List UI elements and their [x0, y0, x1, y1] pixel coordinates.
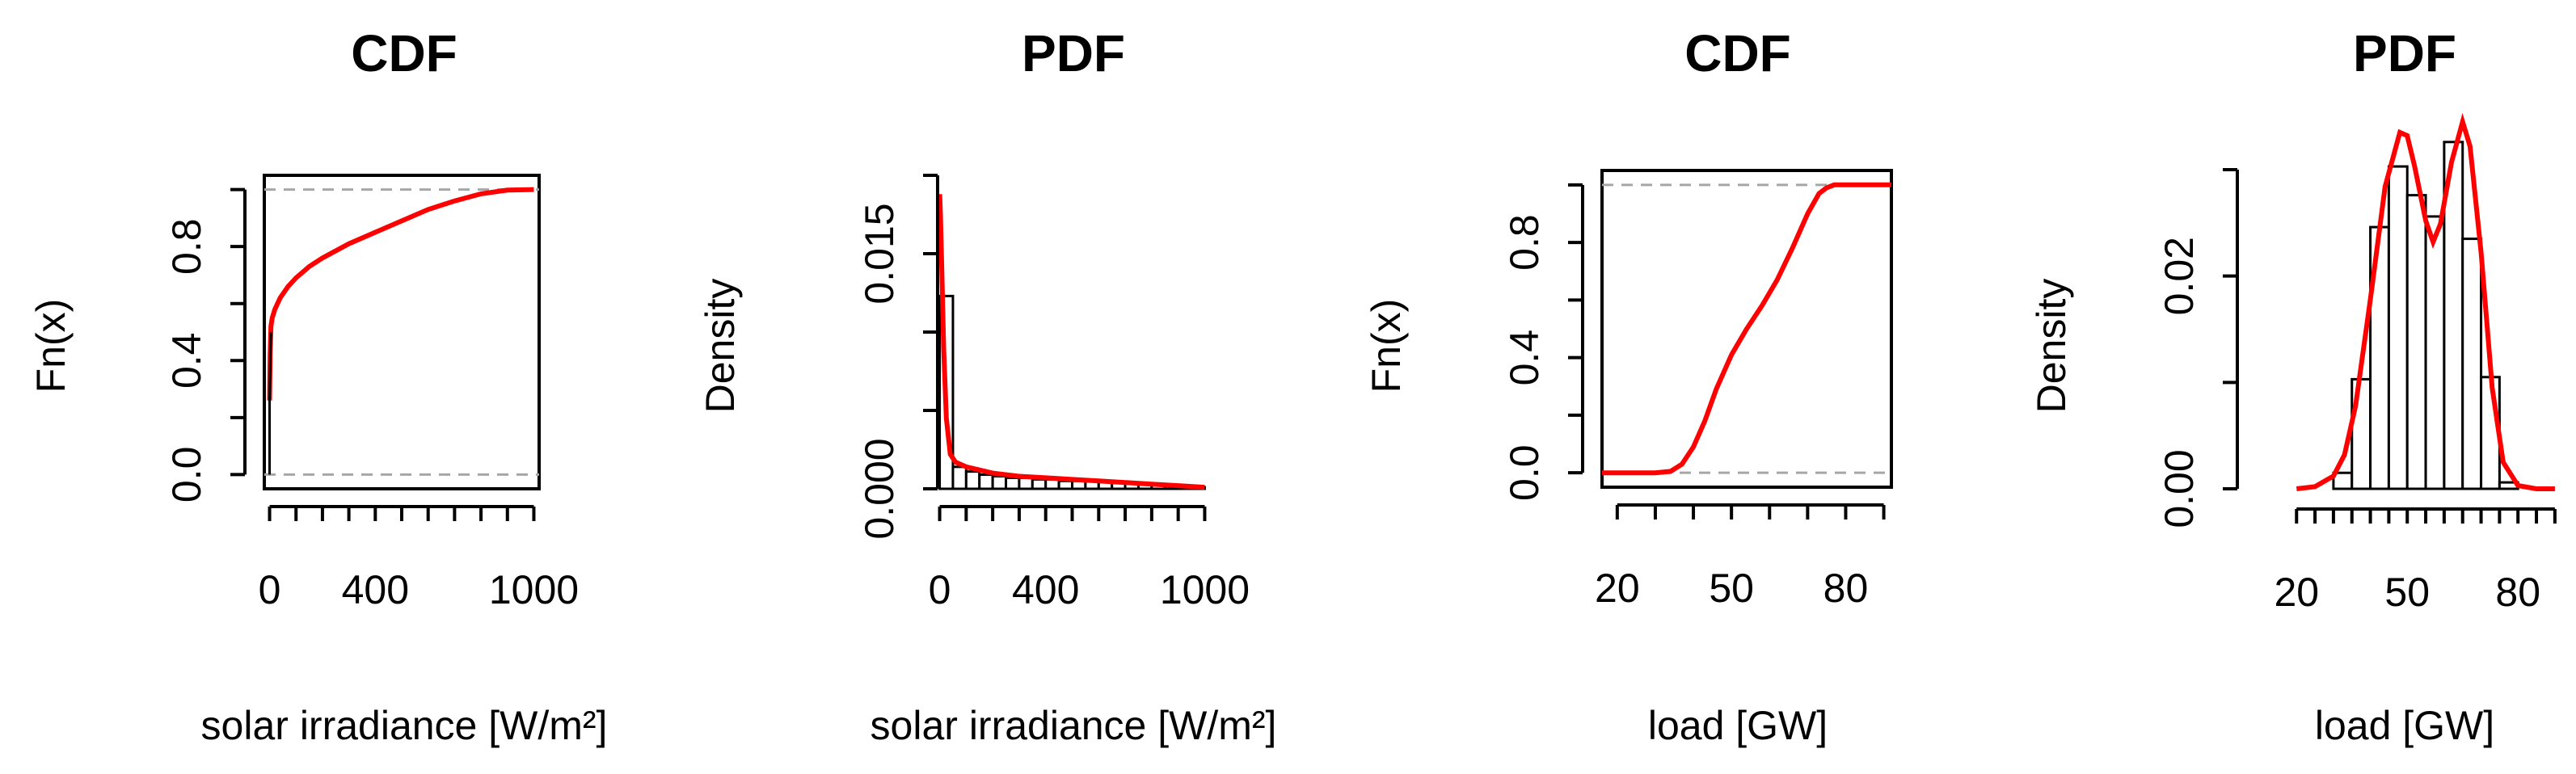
- histogram-bar: [991, 474, 1008, 490]
- y-tick-label: 0.000: [857, 438, 902, 539]
- histogram-bar: [1018, 476, 1034, 490]
- y-tick-label: 0.02: [2157, 237, 2202, 315]
- plot-frame: [263, 174, 541, 490]
- panel-cdf-solar: CDF solar irradiance [W/m²] Fn(x) 0 400 10…: [28, 24, 607, 748]
- y-tick-label: 0.00: [2157, 449, 2202, 528]
- histogram-bar: [2461, 238, 2483, 490]
- x-tick-label: 1000: [489, 567, 579, 612]
- x-tick-label: 400: [342, 567, 409, 612]
- panel-title: CDF: [1684, 24, 1791, 82]
- y-tick-label: 0.8: [164, 218, 209, 275]
- panel-title: CDF: [351, 24, 457, 82]
- x-tick-label: 0: [259, 567, 281, 612]
- series-line: [2296, 112, 2555, 491]
- histogram-bar: [2387, 165, 2409, 490]
- x-axis-label: solar irradiance [W/m²]: [871, 703, 1277, 748]
- y-axis-label: Fn(x): [28, 299, 74, 393]
- y-tick-label: 0.0: [164, 447, 209, 503]
- x-tick-label: 20: [1595, 566, 1640, 611]
- y-tick-label: 0.0: [1502, 444, 1547, 501]
- histogram-bar: [964, 470, 981, 490]
- panel-cdf-load: CDF load [GW] Fn(x) 20 50 80 0.0 0.4 0.8: [1364, 24, 1893, 748]
- histogram-bar: [978, 473, 994, 490]
- x-axis-label: load [GW]: [2315, 703, 2494, 748]
- y-tick-label: 0.8: [1502, 214, 1547, 271]
- x-tick-label: 0: [929, 567, 951, 612]
- y-tick-label: 0.015: [857, 203, 902, 304]
- x-tick-label: 80: [2495, 570, 2540, 615]
- y-tick-label: 0.4: [1502, 330, 1547, 386]
- y-tick-label: 0.4: [164, 333, 209, 389]
- x-tick-label: 50: [1709, 566, 1754, 611]
- x-axis-label: solar irradiance [W/m²]: [201, 703, 608, 748]
- series-line: [268, 331, 272, 475]
- histogram-bar: [1005, 476, 1021, 490]
- series-line: [1602, 182, 1891, 476]
- histogram-bar: [2424, 215, 2446, 490]
- panel-title: PDF: [2353, 24, 2456, 82]
- x-axis-label: load [GW]: [1648, 703, 1828, 748]
- x-tick-label: 80: [1823, 566, 1869, 611]
- x-tick-label: 50: [2384, 570, 2430, 615]
- y-axis-label: Fn(x): [1364, 299, 1409, 393]
- y-axis-label: Density: [698, 279, 743, 414]
- histogram-bar: [1057, 479, 1073, 490]
- panel-pdf-solar: PDF solar irradiance [W/m²] Density 0 400…: [698, 24, 1276, 748]
- y-axis-label: Density: [2029, 279, 2074, 414]
- x-tick-label: 400: [1012, 567, 1079, 612]
- histogram-bar: [1031, 477, 1048, 490]
- series-line: [937, 194, 1205, 490]
- series-line: [267, 187, 534, 401]
- histogram-bar: [2405, 194, 2427, 490]
- x-tick-label: 1000: [1160, 567, 1250, 612]
- histogram-bar: [951, 465, 968, 490]
- plot-frame: [1600, 169, 1893, 489]
- x-tick-label: 20: [2274, 570, 2319, 615]
- panel-title: PDF: [1022, 24, 1125, 82]
- panel-pdf-load: PDF load [GW] Density 20 50 80 0.00 0.02: [2029, 24, 2557, 748]
